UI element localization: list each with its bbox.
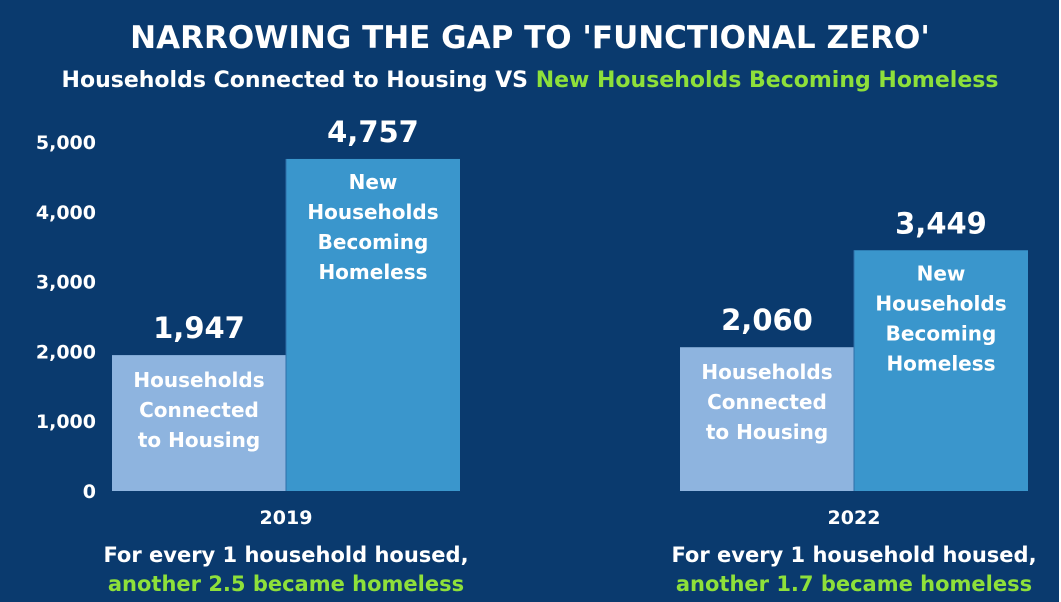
y-tick-label: 4,000: [36, 202, 96, 224]
chart-title: NARROWING THE GAP TO 'FUNCTIONAL ZERO': [130, 20, 930, 56]
bar-series-label: Homeless: [886, 351, 995, 375]
bar-homeless-2019: [286, 158, 460, 491]
ratio-note-line2: another 1.7 became homeless: [676, 572, 1032, 596]
bar-series-label: Households: [307, 200, 438, 224]
y-tick-label: 0: [83, 481, 96, 503]
ratio-note-line2: another 2.5 became homeless: [108, 572, 464, 596]
bar-series-label: Households: [133, 368, 264, 392]
bar-housed-2019: [112, 355, 286, 491]
bar-series-label: Connected: [139, 398, 259, 422]
y-tick-label: 2,000: [36, 341, 96, 363]
bar-series-label: Households: [701, 360, 832, 384]
subtitle-part-housed: Households Connected to Housing VS: [62, 68, 536, 93]
y-tick-label: 5,000: [36, 132, 96, 154]
bar-housed-2022: [680, 347, 854, 491]
bar-series-label: Connected: [707, 390, 827, 414]
subtitle-part-homeless: New Households Becoming Homeless: [536, 68, 999, 93]
y-tick-label: 3,000: [36, 272, 96, 294]
bar-series-label: Homeless: [318, 260, 427, 284]
bar-series-label: Households: [875, 291, 1006, 315]
ratio-note-line1: For every 1 household housed,: [671, 543, 1036, 567]
x-tick-label: 2019: [260, 507, 313, 529]
bar-series-label: to Housing: [706, 420, 828, 444]
bar-series-label: Becoming: [886, 321, 997, 345]
chart-subtitle: Households Connected to Housing VS New H…: [62, 68, 999, 93]
data-label: 4,757: [327, 115, 419, 149]
bar-series-label: to Housing: [138, 428, 260, 452]
bar-series-label: Becoming: [318, 230, 429, 254]
ratio-note-line1: For every 1 household housed,: [103, 543, 468, 567]
bar-homeless-2022: [854, 250, 1028, 491]
y-tick-label: 1,000: [36, 411, 96, 433]
data-label: 2,060: [721, 303, 813, 337]
bar-series-label: New: [349, 170, 398, 194]
data-label: 1,947: [153, 311, 245, 345]
data-label: 3,449: [895, 206, 987, 240]
x-tick-label: 2022: [828, 507, 881, 529]
bar-series-label: New: [917, 261, 966, 285]
